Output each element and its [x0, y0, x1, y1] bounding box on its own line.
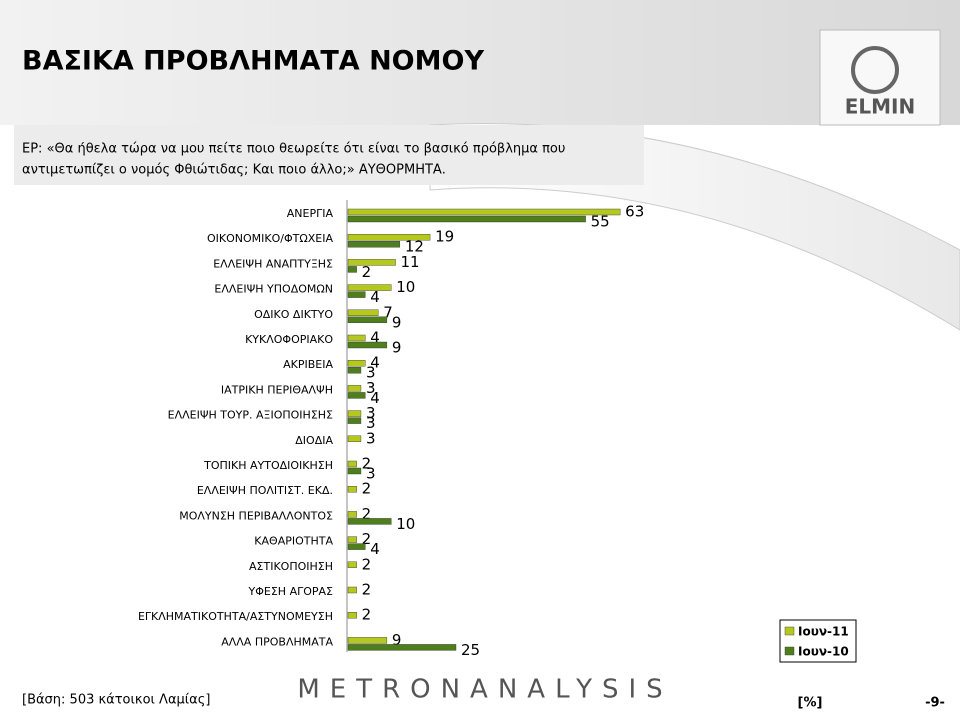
bar	[347, 309, 379, 316]
title: ΒΑΣΙΚΑ ΠΡΟΒΛΗΜΑΤΑ ΝΟΜΟΥ	[22, 46, 484, 77]
bar	[347, 536, 357, 543]
value-label: 2	[362, 530, 372, 548]
category-label: ΟΙΚΟΝΟΜΙΚΟ/ΦΤΩΧΕΙΑ	[207, 232, 333, 245]
legend-swatch	[784, 626, 795, 636]
value-label: 9	[392, 313, 402, 331]
bar	[347, 612, 357, 619]
bar	[347, 259, 396, 266]
bar	[347, 215, 586, 223]
bar	[347, 334, 366, 342]
bar	[347, 644, 457, 651]
bar	[347, 417, 362, 424]
value-label: 63	[625, 203, 644, 221]
question-line: ΕΡ: «Θα ήθελα τώρα να μου πείτε ποιο θεω…	[22, 142, 565, 157]
category-label: ΕΛΛΕΙΨΗ ΤΟΥΡ. ΑΞΙΟΠΟΙΗΣΗΣ	[168, 409, 333, 422]
bar	[347, 385, 362, 392]
value-label: 2	[362, 455, 372, 473]
bar	[347, 486, 357, 493]
category-label: ΕΛΛΕΙΨΗ ΥΠΟΔΟΜΩΝ	[214, 283, 333, 296]
footer-base: [Βάση: 503 κάτοικοι Λαμίας]	[22, 693, 210, 708]
bar	[347, 284, 392, 291]
value-label: 2	[362, 480, 372, 498]
header-band	[0, 0, 960, 125]
bar	[347, 561, 357, 568]
value-label: 3	[366, 429, 376, 447]
question-line: αντιμετωπίζει ο νομός Φθιώτιδας; Και ποι…	[22, 163, 446, 178]
logo-box	[819, 29, 941, 126]
category-label: ΚΑΘΑΡΙΟΤΗΤΑ	[254, 535, 333, 548]
bar	[347, 240, 401, 248]
value-label: 9	[392, 339, 402, 357]
bar	[347, 392, 366, 399]
bar	[347, 586, 357, 594]
footer-unit: [%]	[798, 696, 823, 711]
category-label: ΑΣΤΙΚΟΠΟΙΗΣΗ	[249, 560, 333, 573]
bar	[347, 410, 362, 417]
value-label: 4	[370, 354, 380, 372]
category-label: ΕΓΚΛΗΜΑΤΙΚΟΤΗΤΑ/ΑΣΤΥΝΟΜΕΥΣΗ	[138, 610, 333, 623]
bar	[347, 233, 431, 241]
value-label: 4	[370, 329, 380, 347]
category-label: ΥΦΕΣΗ ΑΓΟΡΑΣ	[248, 585, 334, 598]
value-label: 3	[366, 379, 376, 397]
category-label: ΑΝΕΡΓΙΑ	[287, 207, 334, 220]
value-label: 55	[591, 213, 610, 231]
category-label: ΑΚΡΙΒΕΙΑ	[283, 358, 333, 371]
value-label: 3	[366, 465, 376, 483]
value-label: 3	[366, 414, 376, 432]
legend-label: Ιουν-11	[798, 625, 849, 639]
bar	[347, 460, 357, 468]
bar	[347, 637, 388, 644]
bar	[347, 208, 621, 216]
bar	[347, 367, 362, 374]
bar	[347, 435, 362, 442]
value-label: 19	[435, 228, 454, 246]
bar	[347, 543, 366, 550]
bar	[347, 341, 388, 349]
value-label: 4	[370, 389, 380, 407]
bar	[347, 511, 357, 518]
value-label: 2	[362, 555, 372, 573]
bar	[347, 266, 357, 273]
bar	[347, 291, 366, 298]
bar	[347, 316, 388, 323]
value-label: 25	[461, 641, 480, 659]
category-label: ΜΟΛΥΝΣΗ ΠΕΡΙΒΑΛΛΟΝΤΟΣ	[179, 509, 333, 522]
value-label: 10	[396, 278, 415, 296]
bar	[347, 467, 362, 475]
category-label: ΟΔΙΚΟ ΔΙΚΤΥΟ	[254, 308, 333, 321]
value-label: 2	[362, 263, 372, 281]
value-label: 4	[370, 288, 380, 306]
value-label: 12	[405, 238, 424, 256]
logo-icon	[851, 46, 899, 94]
value-label: 11	[401, 253, 420, 271]
page-number: -9-	[925, 696, 945, 711]
category-label: ΙΑΤΡΙΚΗ ΠΕΡΙΘΑΛΨΗ	[221, 383, 333, 396]
footer-brand: METRONANALYSIS	[297, 675, 672, 705]
value-label: 2	[362, 606, 372, 624]
legend-label: Ιουν-10	[798, 645, 849, 659]
value-label: 7	[383, 303, 393, 321]
category-label: ΕΛΛΕΙΨΗ ΠΟΛΙΤΙΣΤ. ΕΚΔ.	[197, 484, 333, 497]
value-label: 2	[362, 581, 372, 599]
value-label: 3	[366, 404, 376, 422]
value-label: 2	[362, 505, 372, 523]
question-box	[14, 125, 644, 185]
category-label: ΚΥΚΛΟΦΟΡΙΑΚΟ	[245, 333, 333, 346]
category-label: ΤΟΠΙΚΗ ΑΥΤΟΔΙΟΙΚΗΣΗ	[203, 459, 333, 472]
category-label: ΑΛΛΑ ΠΡΟΒΛΗΜΑΤΑ	[221, 635, 333, 648]
value-label: 10	[396, 515, 415, 533]
value-label: 3	[366, 364, 376, 382]
value-label: 4	[370, 540, 380, 558]
category-label: ΕΛΛΕΙΨΗ ΑΝΑΠΤΥΞΗΣ	[213, 257, 333, 270]
bar	[347, 518, 392, 525]
category-label: ΔΙΟΔΙΑ	[295, 434, 333, 447]
logo-text: ELMIN	[845, 95, 916, 119]
bar	[347, 360, 366, 367]
legend-swatch	[784, 646, 795, 656]
value-label: 9	[392, 631, 402, 649]
